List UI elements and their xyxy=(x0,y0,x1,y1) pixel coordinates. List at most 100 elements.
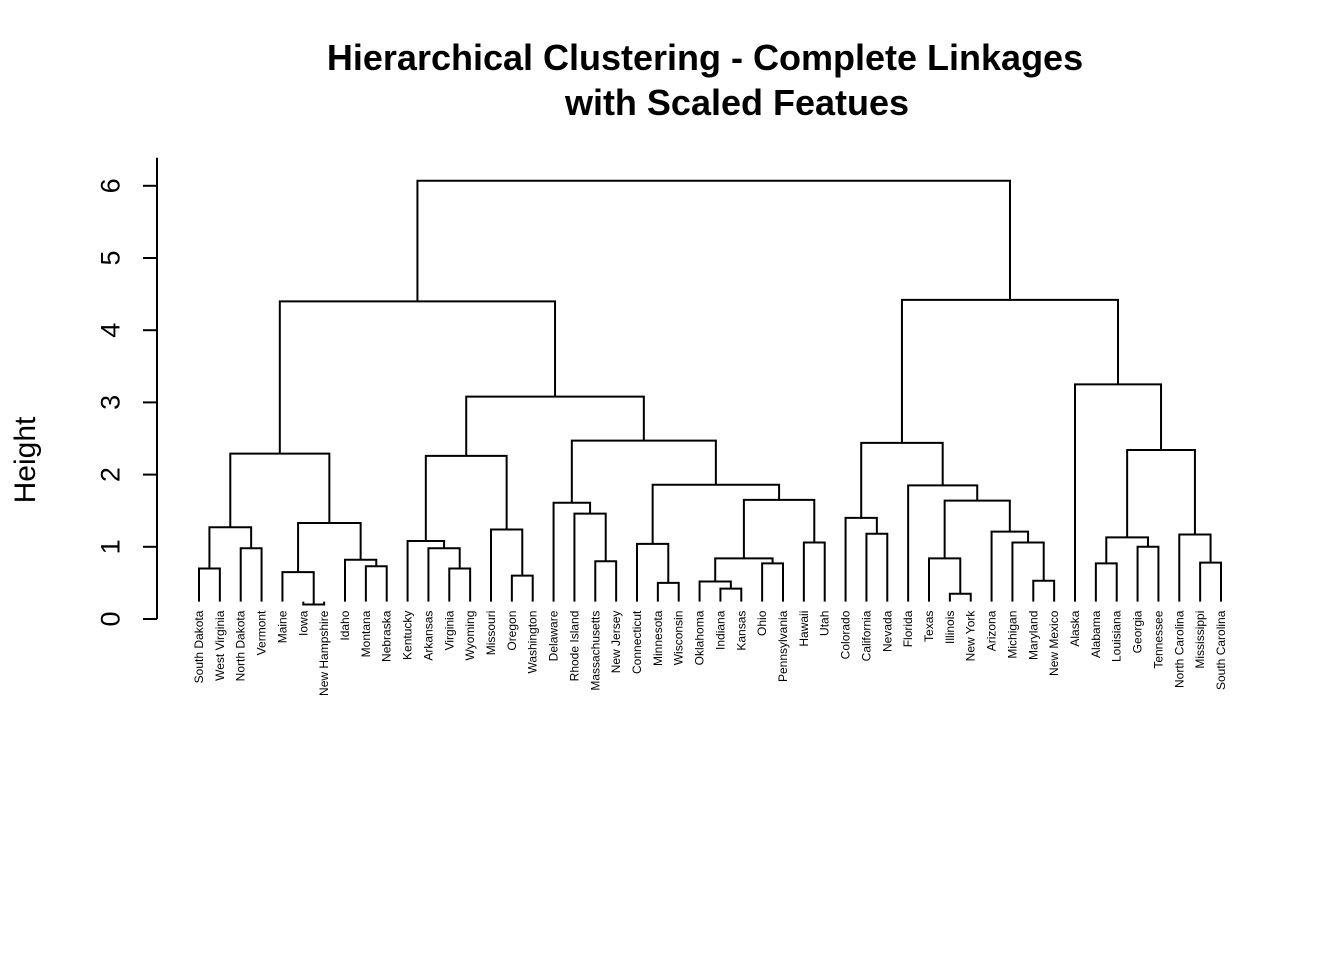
leaf-label: Wyoming xyxy=(463,611,477,661)
chart-title-line-1: Hierarchical Clustering - Complete Linka… xyxy=(327,37,1083,78)
y-tick-label: 3 xyxy=(95,395,125,410)
merge-link xyxy=(427,547,461,602)
merge-link xyxy=(1105,536,1149,564)
merge-link xyxy=(406,540,446,602)
merge-link xyxy=(844,516,878,602)
merge-link xyxy=(573,512,607,602)
leaf-label: Pennsylvania xyxy=(776,610,790,682)
leaf-label: Texas xyxy=(922,611,936,642)
merge-link xyxy=(570,439,717,503)
merge-link xyxy=(1126,449,1196,538)
leaf-label: Hawaii xyxy=(797,611,811,647)
merge-link xyxy=(465,395,645,456)
leaf-label: South Dakota xyxy=(192,610,206,683)
leaf-label: Rhode Island xyxy=(567,611,581,682)
leaf-label: Oklahoma xyxy=(693,610,707,665)
leaf-label: Iowa xyxy=(296,610,310,636)
leaf-label: Indiana xyxy=(713,610,727,650)
leaf-label: Maine xyxy=(275,610,289,643)
leaf-label: South Carolina xyxy=(1214,610,1228,690)
leaf-label: Tennessee xyxy=(1151,610,1165,668)
leaf-label: New York xyxy=(964,610,978,662)
merge-link xyxy=(1136,545,1160,602)
y-axis: 0 1 2 3 4 5 6 xyxy=(95,157,158,627)
leaf-label: Kentucky xyxy=(401,611,415,660)
merge-link xyxy=(1178,533,1212,602)
y-axis-title: Height xyxy=(9,416,42,503)
y-tick-label: 2 xyxy=(95,467,125,482)
leaf-label: Montana xyxy=(359,610,373,657)
merge-link xyxy=(860,441,944,518)
merge-link xyxy=(865,532,889,602)
merge-link xyxy=(928,557,962,602)
leaf-label: West Virginia xyxy=(213,610,227,681)
leaf-label: Oregon xyxy=(505,611,519,651)
leaf-label: New Hampshire xyxy=(317,610,331,696)
leaf-label: Mississippi xyxy=(1193,611,1207,669)
merge-link xyxy=(907,484,979,602)
merge-link xyxy=(239,547,263,602)
merge-link xyxy=(1094,562,1118,602)
merge-link xyxy=(364,565,388,602)
leaf-label: Massachusetts xyxy=(588,611,602,691)
merge-link xyxy=(281,571,315,605)
y-tick-label: 0 xyxy=(95,611,125,626)
merge-link xyxy=(1032,579,1056,602)
leaf-label: Wisconsin xyxy=(672,611,686,666)
merge-link xyxy=(1199,561,1222,602)
leaf-label: Illinois xyxy=(943,611,957,644)
leaf-label: Maryland xyxy=(1026,611,1040,660)
merge-link xyxy=(1074,383,1163,602)
leaf-label: Missouri xyxy=(484,611,498,656)
leaf-labels: South Dakota West Virginia North Dakota Ver… xyxy=(192,610,1228,696)
merge-link xyxy=(761,562,784,602)
merge-link xyxy=(802,541,826,602)
leaf-label: Michigan xyxy=(1005,611,1019,659)
leaf-label: Alabama xyxy=(1089,610,1103,658)
merge-link xyxy=(229,452,331,528)
leaf-label: Georgia xyxy=(1131,610,1145,653)
merge-link xyxy=(948,592,972,602)
leaf-label: Louisiana xyxy=(1110,610,1124,662)
leaf-label: Virginia xyxy=(442,610,456,650)
leaf-label: Connecticut xyxy=(630,610,644,674)
dendrogram-links xyxy=(198,179,1222,606)
merge-link xyxy=(198,567,221,602)
merge-link xyxy=(594,560,618,602)
leaf-label: Vermont xyxy=(255,610,269,655)
merge-link xyxy=(698,580,732,602)
leaf-label: Minnesota xyxy=(651,610,665,666)
merge-link xyxy=(552,501,592,602)
leaf-label: Nevada xyxy=(880,610,894,652)
leaf-label: Ohio xyxy=(755,610,769,636)
merge-link xyxy=(278,300,557,454)
y-tick-label: 6 xyxy=(95,178,125,193)
leaf-label: Arkansas xyxy=(421,611,435,661)
merge-link xyxy=(656,581,680,602)
leaf-label: Nebraska xyxy=(380,610,394,662)
leaf-label: Arizona xyxy=(985,610,999,651)
merge-link xyxy=(719,587,743,602)
leaf-label: California xyxy=(859,610,873,661)
leaf-label: Alaska xyxy=(1068,610,1082,646)
leaf-label: Florida xyxy=(901,610,915,647)
merge-link xyxy=(510,574,534,602)
leaf-label: Delaware xyxy=(547,610,561,661)
merge-link xyxy=(714,557,774,582)
chart-title-line-2: with Scaled Featues xyxy=(564,82,909,123)
merge-link xyxy=(416,179,1011,302)
y-tick-label: 4 xyxy=(95,323,125,338)
leaf-label: New Mexico xyxy=(1047,610,1061,676)
merge-link xyxy=(900,298,1120,443)
leaf-label: Colorado xyxy=(839,610,853,659)
leaf-label: Washington xyxy=(526,611,540,674)
leaf-label: Kansas xyxy=(734,611,748,651)
leaf-label: New Jersey xyxy=(609,611,623,674)
merge-link xyxy=(297,521,362,573)
leaf-label: Utah xyxy=(818,611,832,636)
merge-link xyxy=(651,483,781,544)
leaf-label: Idaho xyxy=(338,610,352,640)
y-tick-label: 1 xyxy=(95,539,125,554)
y-tick-label: 5 xyxy=(95,250,125,265)
